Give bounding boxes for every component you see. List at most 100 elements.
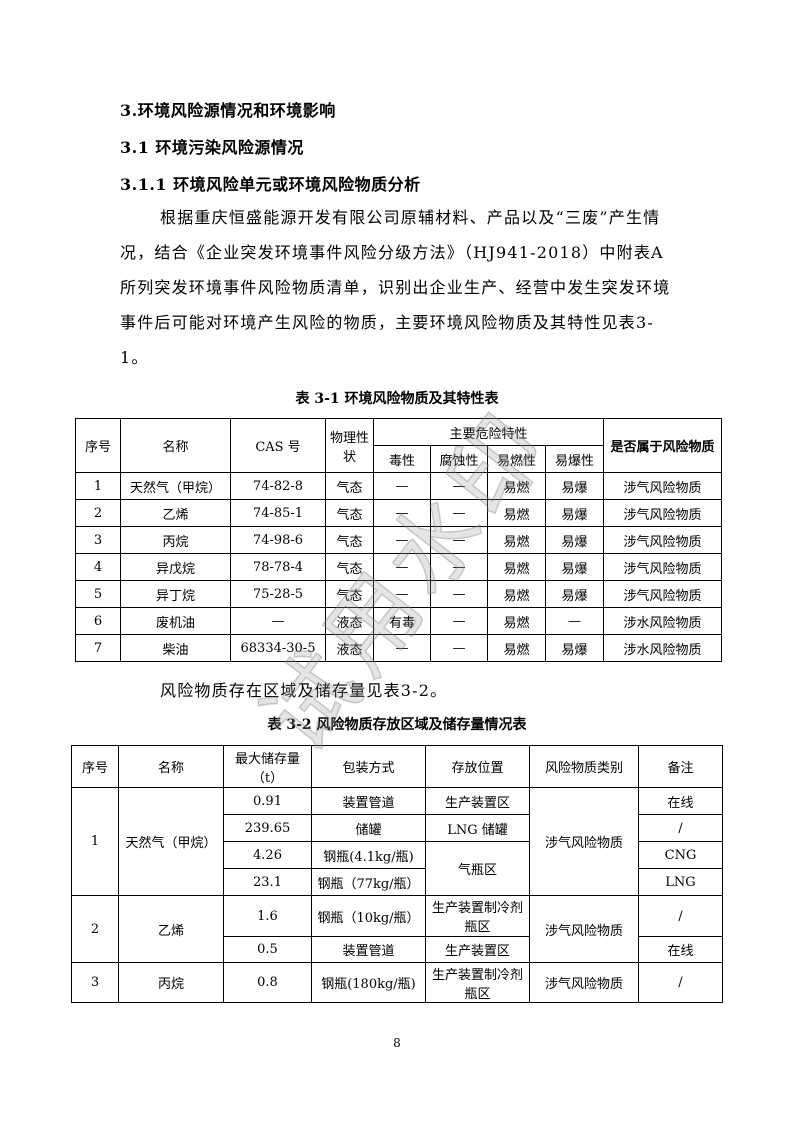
cell-name: 柴油	[120, 634, 231, 662]
header-packaging: 包装方式	[311, 745, 426, 788]
cell-flammability: 易燃	[487, 607, 546, 635]
cell-cas: 68334-30-5	[230, 634, 326, 662]
cell-corrosivity: —	[430, 607, 488, 635]
cell-qty: 0.5	[223, 936, 312, 963]
cell-risk: 涉气风险物质	[603, 472, 722, 500]
cell-explosivity: —	[544, 607, 605, 635]
cell-loc: 生产装置制冷剂瓶区	[425, 895, 530, 937]
cell-name: 废机油	[120, 607, 231, 635]
cell-risk: 涉水风险物质	[603, 607, 722, 635]
table-row: 2 乙烯 74-85-1 气态 — — 易燃 易爆 涉气风险物质	[75, 499, 722, 527]
cell-cas: 75-28-5	[230, 580, 326, 608]
page-number: 8	[393, 1036, 401, 1050]
cell-note: /	[638, 895, 723, 937]
header-name: 名称	[118, 745, 224, 788]
cell-no: 5	[75, 580, 121, 608]
cell-note: 在线	[638, 787, 723, 815]
cell-pack: 储罐	[311, 814, 426, 842]
cell-name: 天然气（甲烷）	[120, 472, 231, 500]
cell-state: 气态	[325, 526, 374, 554]
cell-flammability: 易燃	[487, 553, 546, 581]
header-note: 备注	[638, 745, 723, 788]
risk-substance-table: 序号 名称 CAS 号 物理性状 主要危险特性 是否属于风险物质 毒性 腐蚀性 …	[75, 418, 722, 662]
body-paragraph-2: 风险物质存在区域及储存量见表3-2。	[160, 681, 448, 700]
table-row: 1 天然气（甲烷） 0.91 装置管道 生产装置区 涉气风险物质 在线	[71, 787, 723, 896]
cell-corrosivity: —	[430, 580, 488, 608]
header-corrosivity: 腐蚀性	[430, 445, 488, 473]
table-row: 5 异丁烷 75-28-5 气态 — — 易燃 易爆 涉气风险物质	[75, 580, 722, 608]
cell-state: 气态	[325, 553, 374, 581]
header-max-storage: 最大储存量（t）	[223, 745, 312, 788]
cell-explosivity: 易爆	[544, 526, 605, 554]
cell-note: 在线	[638, 936, 723, 963]
cell-cas: 74-98-6	[230, 526, 326, 554]
cell-no: 7	[75, 634, 121, 662]
cell-corrosivity: —	[430, 634, 488, 662]
header-toxicity: 毒性	[373, 445, 431, 473]
cell-no: 6	[75, 607, 121, 635]
cell-risk: 涉气风险物质	[603, 499, 722, 527]
table-row: 23.1 钢瓶（77kg/瓶） LNG	[72, 868, 723, 896]
cell-corrosivity: —	[430, 472, 488, 500]
cell-cas: 74-82-8	[230, 472, 326, 500]
cell-note: /	[638, 814, 723, 842]
cell-cas: 78-78-4	[230, 553, 326, 581]
table-row: 3 丙烷 74-98-6 气态 — — 易燃 易爆 涉气风险物质	[75, 526, 722, 554]
table-row: 3 丙烷 0.8 钢瓶(180kg/瓶) 生产装置制冷剂瓶区 涉气风险物质 /	[71, 962, 723, 1003]
cell-flammability: 易燃	[487, 472, 546, 500]
cell-toxicity: —	[373, 472, 431, 500]
cell-category: 涉气风险物质	[529, 962, 639, 1003]
header-flammability: 易燃性	[487, 445, 546, 473]
header-cas: CAS 号	[230, 418, 326, 473]
cell-name: 天然气（甲烷）	[118, 787, 224, 896]
table-row: 239.65 储罐 LNG 储罐 /	[72, 814, 723, 842]
cell-no: 3	[71, 962, 119, 1003]
cell-explosivity: 易爆	[544, 553, 605, 581]
storage-table: 序号 名称 最大储存量（t） 包装方式 存放位置 风险物质类别 备注 1 天然气…	[71, 745, 723, 1003]
cell-no: 2	[75, 499, 121, 527]
cell-pack: 装置管道	[311, 936, 426, 963]
table-row: 4.26 钢瓶(4.1kg/瓶) 气瓶区 CNG	[72, 841, 723, 896]
table-row: 2 乙烯 1.6 钢瓶（10kg/瓶） 生产装置制冷剂瓶区 涉气风险物质 /	[71, 895, 723, 963]
cell-state: 液态	[325, 607, 374, 635]
header-explosivity: 易爆性	[544, 445, 605, 473]
cell-note: CNG	[638, 841, 723, 869]
cell-explosivity: 易爆	[544, 634, 605, 662]
cell-pack: 钢瓶（10kg/瓶）	[311, 895, 426, 937]
cell-note: LNG	[638, 868, 723, 896]
cell-toxicity: —	[373, 553, 431, 581]
cell-no: 3	[75, 526, 121, 554]
cell-pack: 钢瓶（77kg/瓶）	[311, 868, 426, 896]
cell-qty: 4.26	[223, 841, 312, 869]
cell-category: 涉气风险物质	[529, 787, 639, 896]
header-category: 风险物质类别	[529, 745, 639, 788]
cell-qty: 0.8	[223, 962, 312, 1003]
cell-name: 乙烯	[118, 895, 224, 963]
cell-risk: 涉气风险物质	[603, 553, 722, 581]
header-hazard: 主要危险特性	[372, 418, 605, 446]
cell-loc: 气瓶区	[425, 841, 530, 896]
cell-category: 涉气风险物质	[529, 895, 639, 963]
cell-corrosivity: —	[430, 553, 488, 581]
table-row: 1 天然气（甲烷） 74-82-8 气态 — — 易燃 易爆 涉气风险物质	[75, 472, 722, 500]
cell-risk: 涉水风险物质	[603, 634, 722, 662]
cell-corrosivity: —	[430, 499, 488, 527]
cell-flammability: 易燃	[487, 580, 546, 608]
cell-risk: 涉气风险物质	[603, 526, 722, 554]
cell-qty: 1.6	[223, 895, 312, 937]
cell-toxicity: 有毒	[373, 607, 431, 635]
body-paragraph: 根据重庆恒盛能源开发有限公司原辅材料、产品以及“三废”产生情况，结合《企业突发环…	[120, 208, 671, 367]
cell-toxicity: —	[373, 526, 431, 554]
cell-cas: —	[230, 607, 326, 635]
cell-no: 1	[75, 472, 121, 500]
section-heading: 3.环境风险源情况和环境影响	[120, 101, 336, 120]
cell-flammability: 易燃	[487, 634, 546, 662]
subsection-heading: 3.1 环境污染风险源情况	[120, 138, 304, 157]
cell-qty: 0.91	[223, 787, 312, 815]
cell-risk: 涉气风险物质	[603, 580, 722, 608]
table-row: 4 异戊烷 78-78-4 气态 — — 易燃 易爆 涉气风险物质	[75, 553, 722, 581]
table-row: 6 废机油 — 液态 有毒 — 易燃 — 涉水风险物质	[75, 607, 722, 635]
cell-explosivity: 易爆	[544, 580, 605, 608]
cell-name: 异戊烷	[120, 553, 231, 581]
cell-flammability: 易燃	[487, 499, 546, 527]
